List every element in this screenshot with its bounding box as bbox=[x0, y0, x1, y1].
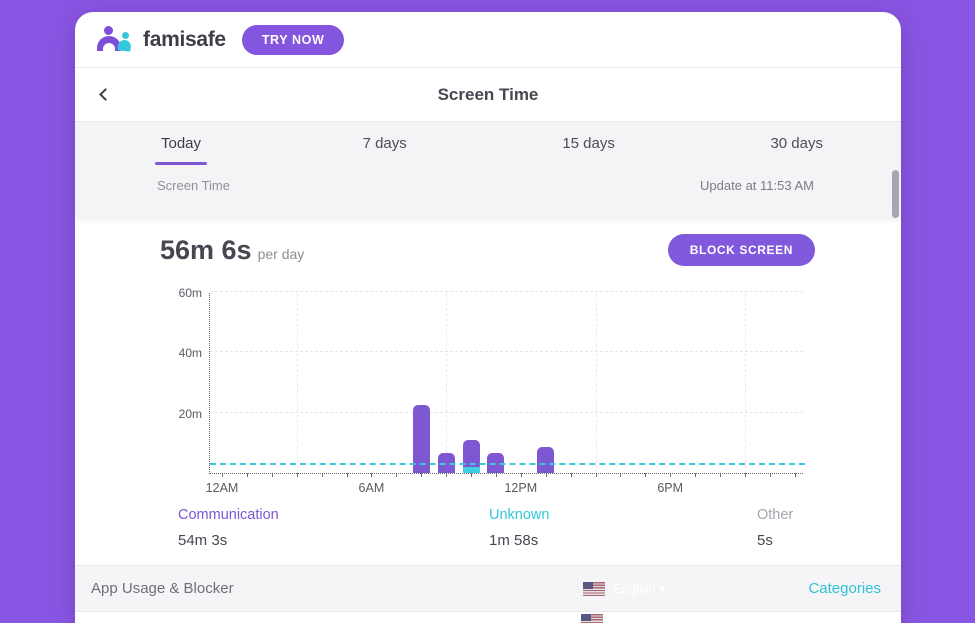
x-axis-label-6PM: 6PM bbox=[657, 481, 684, 495]
tab-today[interactable]: Today bbox=[155, 135, 207, 165]
y-gridline-20m bbox=[210, 411, 803, 413]
page-header: Screen Time bbox=[75, 68, 901, 122]
x-tick bbox=[446, 473, 448, 477]
y-axis-label-20m: 20m bbox=[178, 406, 202, 421]
categories-link[interactable]: Categories bbox=[808, 580, 881, 597]
us-flag-icon-partial bbox=[581, 614, 603, 623]
x-tick bbox=[246, 473, 248, 477]
x-axis-label-6AM: 6AM bbox=[358, 481, 385, 495]
section-label: Screen Time bbox=[157, 178, 230, 193]
language-label: English ▾ bbox=[613, 580, 666, 596]
total-screen-time: 56m 6s per day bbox=[160, 234, 305, 265]
y-axis-label-40m: 40m bbox=[178, 346, 202, 361]
per-day-label: per day bbox=[257, 245, 305, 262]
x-tick bbox=[371, 473, 373, 477]
y-gridline-60m bbox=[210, 291, 803, 292]
x-tick bbox=[769, 473, 771, 477]
x-tick bbox=[570, 473, 572, 477]
chart-legend: Communication 54m 3s Unknown 1m 58s Othe… bbox=[75, 507, 901, 559]
x-tick bbox=[296, 473, 298, 477]
tab-7-days[interactable]: 7 days bbox=[362, 135, 407, 152]
period-tabs: Today 7 days 15 days 30 days bbox=[75, 122, 901, 165]
bar-hour-8-communication bbox=[412, 405, 430, 473]
legend-communication: Communication 54m 3s bbox=[178, 507, 279, 549]
bar-hour-10-unknown bbox=[462, 466, 480, 473]
us-flag-icon bbox=[583, 581, 605, 596]
chevron-left-icon bbox=[99, 88, 112, 101]
x-tick bbox=[620, 473, 622, 477]
x-tick bbox=[421, 473, 423, 477]
brand-wordmark: famisafe bbox=[143, 27, 226, 51]
x-gridline bbox=[744, 293, 746, 473]
summary-row: 56m 6s per day BLOCK SCREEN bbox=[160, 231, 815, 269]
bar-hour-13-communication bbox=[537, 447, 555, 473]
legend-other: Other 5s bbox=[757, 507, 794, 549]
period-section: Today 7 days 15 days 30 days Screen Time… bbox=[75, 122, 901, 217]
update-timestamp: Update at 11:53 AM bbox=[700, 178, 814, 193]
threshold-line bbox=[210, 463, 805, 466]
sub-row: Screen Time Update at 11:53 AM bbox=[75, 165, 901, 193]
x-tick bbox=[471, 473, 472, 477]
active-tab-underline bbox=[155, 162, 207, 165]
x-tick bbox=[645, 473, 647, 477]
x-tick bbox=[520, 473, 522, 477]
block-screen-button[interactable]: BLOCK SCREEN bbox=[667, 234, 815, 266]
x-axis-label-12PM: 12PM bbox=[504, 481, 538, 495]
top-bar: famisafe TRY NOW bbox=[75, 12, 901, 68]
x-tick bbox=[720, 473, 721, 477]
x-gridline bbox=[595, 293, 597, 473]
legend-unknown: Unknown 1m 58s bbox=[489, 507, 550, 549]
footer-bar: App Usage & Blocker English ▾ Categories bbox=[75, 565, 901, 612]
x-tick bbox=[595, 473, 597, 477]
x-gridline bbox=[296, 293, 298, 473]
x-tick bbox=[396, 473, 398, 477]
x-tick bbox=[271, 473, 273, 477]
bar-hour-10-communication bbox=[462, 439, 480, 467]
tab-30-days[interactable]: 30 days bbox=[770, 135, 823, 152]
famisafe-logo-icon bbox=[95, 23, 137, 57]
page-title: Screen Time bbox=[437, 84, 539, 104]
x-tick bbox=[545, 473, 547, 477]
back-button[interactable] bbox=[96, 86, 114, 104]
app-usage-blocker-label: App Usage & Blocker bbox=[91, 580, 234, 597]
x-tick bbox=[222, 473, 223, 477]
x-gridline bbox=[446, 293, 448, 473]
y-axis-label-60m: 60m bbox=[178, 286, 202, 300]
x-tick bbox=[794, 473, 796, 477]
x-tick bbox=[670, 473, 672, 477]
x-tick bbox=[695, 473, 697, 477]
bottom-strip bbox=[75, 612, 901, 623]
language-selector[interactable]: English ▾ bbox=[583, 581, 666, 597]
scrollbar-thumb[interactable] bbox=[892, 170, 899, 218]
screen-time-panel: 56m 6s per day BLOCK SCREEN 20m 40m 60m 12AM… bbox=[75, 231, 901, 559]
x-tick bbox=[495, 473, 497, 477]
app-card: famisafe TRY NOW Screen Time Today 7 day… bbox=[75, 12, 901, 623]
x-tick bbox=[346, 473, 348, 477]
x-tick bbox=[321, 473, 323, 477]
screen-time-chart: 20m 40m 60m 12AM 6AM 12PM 6PM bbox=[179, 286, 805, 495]
x-tick bbox=[744, 473, 746, 477]
y-gridline-40m bbox=[210, 351, 803, 353]
x-axis-label-12AM: 12AM bbox=[205, 481, 239, 495]
tab-15-days[interactable]: 15 days bbox=[562, 135, 615, 152]
try-now-button[interactable]: TRY NOW bbox=[241, 24, 345, 55]
